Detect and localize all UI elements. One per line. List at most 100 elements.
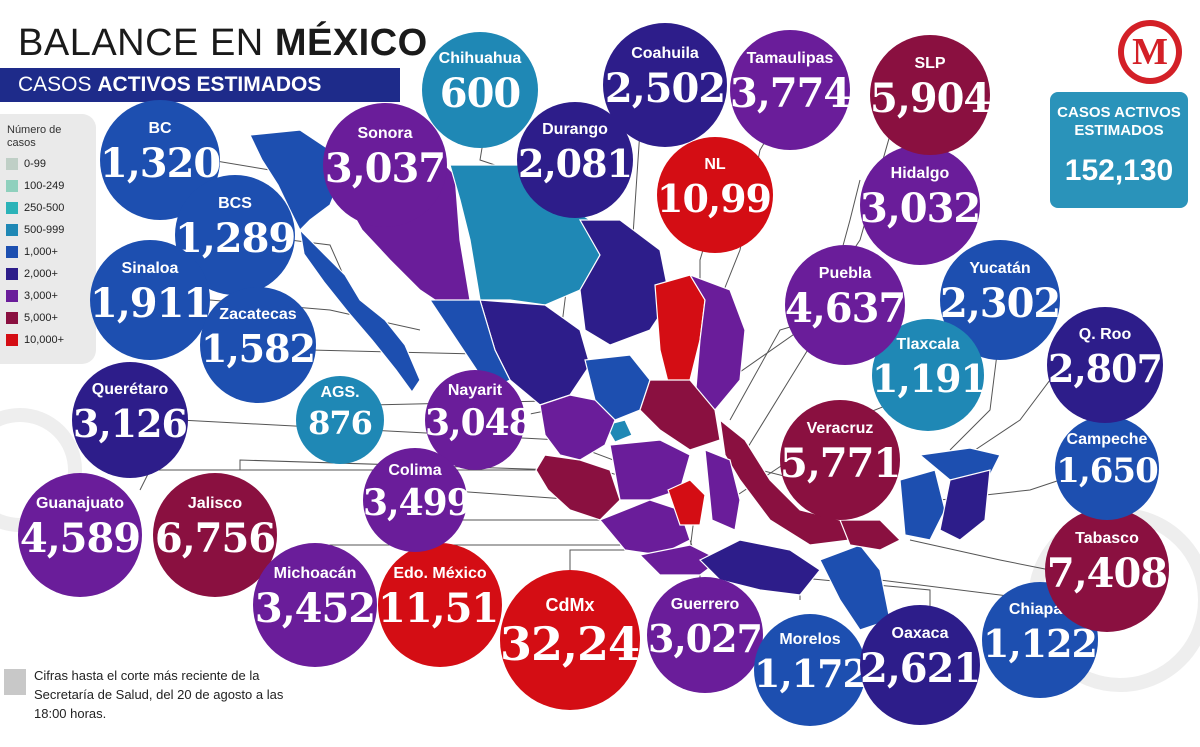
state-value: 5,771 xyxy=(780,440,901,487)
state-value: 600 xyxy=(439,70,522,117)
total-cases-box: CASOS ACTIVOS ESTIMADOS 152,130 xyxy=(1050,92,1188,208)
milenio-logo: M xyxy=(1118,20,1182,84)
state-name: BC xyxy=(148,120,172,137)
state-name: Nayarit xyxy=(447,382,503,400)
state-value: 2,302 xyxy=(940,280,1061,327)
state-bubble: Tamaulipas 3,774 xyxy=(730,30,851,150)
state-name: Michoacán xyxy=(273,565,357,582)
state-name: Zacatecas xyxy=(219,306,297,324)
state-value: 10,997 xyxy=(657,176,797,221)
state-value: 6,756 xyxy=(154,515,276,562)
legend-swatch xyxy=(6,246,18,258)
state-bubble: Durango 2,081 xyxy=(517,102,633,218)
state-name: Tabasco xyxy=(1075,530,1139,547)
state-value: 1,289 xyxy=(175,215,296,262)
state-name: Coahuila xyxy=(631,45,699,62)
state-value: 4,589 xyxy=(19,515,141,562)
legend-swatch xyxy=(6,268,18,280)
state-value: 1,191 xyxy=(872,356,987,401)
state-value: 2,081 xyxy=(518,141,633,186)
legend-item: 250-500 xyxy=(6,200,64,216)
state-bubble: Yucatán 2,302 xyxy=(940,240,1061,360)
state-bubble: Coahuila 2,502 xyxy=(603,23,727,147)
state-bubble: Veracruz 5,771 xyxy=(780,400,901,520)
state-bubble: Edo. México 11,511 xyxy=(378,543,526,667)
state-bubble: Sonora 3,037 xyxy=(323,103,447,227)
state-bubble: Tabasco 7,408 xyxy=(1045,508,1169,632)
state-name: Sinaloa xyxy=(121,260,179,277)
state-name: Durango xyxy=(542,121,608,139)
state-value: 1,122 xyxy=(983,621,1098,666)
legend-label: 1,000+ xyxy=(24,246,58,258)
state-bubble: Campeche 1,650 xyxy=(1055,416,1159,520)
legend-label: 3,000+ xyxy=(24,290,58,302)
state-name: Oaxaca xyxy=(891,625,949,642)
state-name: Puebla xyxy=(818,265,872,282)
state-value: 3,774 xyxy=(730,70,851,117)
state-value: 3,048 xyxy=(425,402,534,444)
legend-label: 10,000+ xyxy=(24,334,65,346)
state-value: 3,037 xyxy=(324,145,446,192)
legend-swatch xyxy=(6,312,18,324)
total-label: CASOS ACTIVOS ESTIMADOS xyxy=(1057,104,1181,139)
legend-item: 2,000+ xyxy=(6,266,58,282)
legend-label: 5,000+ xyxy=(24,312,58,324)
state-bubble: BCS 1,289 xyxy=(175,175,296,295)
legend-swatch xyxy=(6,180,18,192)
legend-swatch xyxy=(6,202,18,214)
state-bubble: Guerrero 3,027 xyxy=(647,577,763,693)
footnote-marker xyxy=(4,669,26,695)
state-value: 32,248 xyxy=(500,617,671,671)
state-name: CdMx xyxy=(545,594,595,615)
subtitle-regular: CASOS xyxy=(18,73,92,96)
legend-label: 2,000+ xyxy=(24,268,58,280)
page-subtitle: CASOS ACTIVOS ESTIMADOS xyxy=(0,68,400,102)
state-value: 1,320 xyxy=(100,140,221,187)
state-bubble: Guanajuato 4,589 xyxy=(18,473,142,597)
state-name: Chihuahua xyxy=(438,50,522,67)
state-value: 11,511 xyxy=(378,585,526,632)
page-title: BALANCE EN MÉXICO xyxy=(18,22,428,65)
state-name: Tamaulipas xyxy=(746,50,834,67)
state-name: Jalisco xyxy=(187,495,243,512)
state-bubble: Chihuahua 600 xyxy=(422,32,538,148)
state-bubble: Puebla 4,637 xyxy=(785,245,906,365)
legend-title: Número de casos xyxy=(7,124,62,149)
state-value: 5,904 xyxy=(870,75,991,122)
state-value: 876 xyxy=(308,404,373,442)
state-name: AGS. xyxy=(320,384,360,402)
state-bubble: Q. Roo 2,807 xyxy=(1047,307,1163,423)
state-value: 3,027 xyxy=(648,616,763,661)
state-value: 1,650 xyxy=(1056,451,1158,491)
state-bubble: Oaxaca 2,621 xyxy=(860,605,981,725)
legend-item: 10,000+ xyxy=(6,332,64,348)
state-value: 3,126 xyxy=(73,401,188,446)
state-value: 3,499 xyxy=(363,482,472,524)
state-name: Guanajuato xyxy=(35,495,124,512)
legend-item: 3,000+ xyxy=(6,288,58,304)
state-name: SLP xyxy=(914,55,946,72)
logo-letter: M xyxy=(1124,26,1176,78)
legend-item: 500-999 xyxy=(6,222,64,238)
state-name: Sonora xyxy=(357,125,413,142)
legend-label: 0-99 xyxy=(24,158,47,170)
legend: Número de casos 0-99 100-249 250-500 500-99… xyxy=(0,114,96,364)
state-bubble: Colima 3,499 xyxy=(363,448,472,552)
state-name: Tlaxcala xyxy=(896,336,960,354)
legend-item: 1,000+ xyxy=(6,244,58,260)
state-name: Yucatán xyxy=(969,260,1031,277)
state-bubble: Sinaloa 1,911 xyxy=(90,240,211,360)
state-value: 3,452 xyxy=(254,585,376,632)
state-name: Colima xyxy=(388,462,442,480)
state-name: Morelos xyxy=(779,631,841,649)
state-value: 2,807 xyxy=(1048,346,1163,391)
legend-label: 500-999 xyxy=(24,224,65,236)
subtitle-bold: ACTIVOS ESTIMADOS xyxy=(97,73,322,96)
legend-swatch xyxy=(6,290,18,302)
legend-swatch xyxy=(6,334,18,346)
state-value: 1,172 xyxy=(754,651,869,696)
state-name: Q. Roo xyxy=(1078,326,1132,344)
legend-item: 100-249 xyxy=(6,178,64,194)
legend-item: 5,000+ xyxy=(6,310,58,326)
